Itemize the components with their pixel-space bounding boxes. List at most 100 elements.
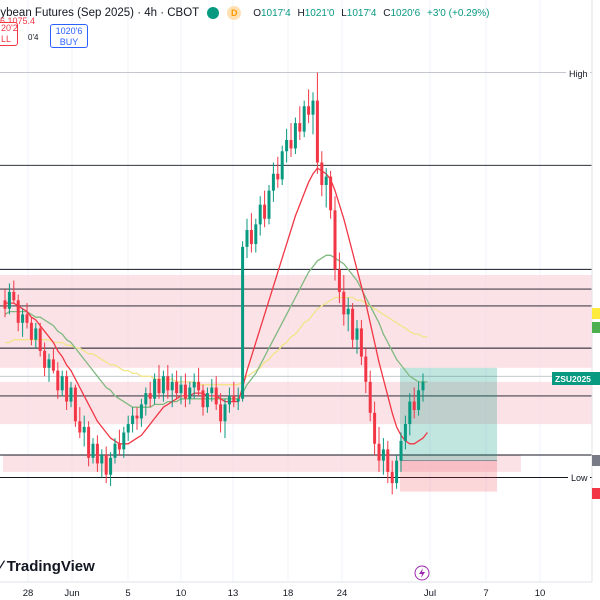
candle-25 — [113, 438, 117, 464]
candle-11 — [51, 348, 55, 374]
candle-92 — [408, 393, 412, 436]
sell-button[interactable]: 20'2 LL — [0, 22, 18, 46]
candle-35 — [157, 365, 161, 399]
candle-3 — [16, 294, 20, 332]
candle-71 — [315, 72, 319, 174]
candle-63 — [280, 145, 284, 185]
candle-43 — [192, 373, 196, 399]
candle-16 — [73, 384, 77, 427]
top-price: 6 1075.4 — [0, 16, 36, 26]
delayed-badge: D — [227, 6, 242, 20]
zones — [0, 275, 592, 472]
candle-17 — [78, 407, 82, 439]
candle-6 — [29, 317, 33, 346]
candle-87 — [386, 440, 390, 484]
candle-13 — [60, 370, 64, 396]
x-tick-3: 10 — [176, 588, 187, 599]
x-tick-9: 10 — [535, 588, 546, 599]
x-tick-8: 7 — [483, 588, 488, 599]
candle-66 — [293, 117, 297, 155]
x-tick-4: 13 — [228, 588, 239, 599]
x-tick-6: 24 — [337, 588, 348, 599]
candle-7 — [34, 322, 38, 349]
low-label: Low — [568, 471, 590, 484]
candle-76 — [337, 252, 341, 304]
candle-52 — [232, 381, 236, 408]
axis-badge-price — [592, 372, 600, 385]
position-profit-zone — [400, 367, 497, 461]
candle-41 — [183, 373, 187, 408]
candle-70 — [311, 92, 315, 135]
candle-48 — [214, 376, 218, 410]
candle-94 — [417, 381, 421, 416]
candle-23 — [104, 446, 108, 484]
candle-83 — [368, 370, 372, 422]
candle-27 — [122, 426, 126, 458]
candle-95 — [421, 373, 425, 402]
candle-30 — [135, 407, 139, 430]
candle-55 — [245, 218, 249, 259]
candle-26 — [117, 429, 121, 455]
candle-33 — [148, 381, 152, 408]
candle-22 — [100, 449, 104, 478]
buy-button[interactable]: 1020'6 BUY — [50, 24, 88, 48]
candle-86 — [381, 438, 385, 475]
symbol-title: oybean Futures (Sep 2025) · 4h · CBOT — [0, 7, 200, 19]
candle-32 — [144, 387, 148, 416]
logo-text: TradingView — [6, 558, 95, 575]
candle-67 — [298, 106, 302, 140]
candle-1 — [7, 283, 11, 315]
candle-69 — [307, 89, 311, 124]
candle-5 — [25, 303, 29, 329]
candle-51 — [227, 387, 231, 413]
candle-20 — [91, 438, 95, 464]
candle-64 — [285, 128, 289, 163]
candle-46 — [205, 387, 209, 413]
candles — [3, 72, 425, 495]
candle-72 — [320, 151, 324, 197]
candle-31 — [139, 398, 143, 427]
candle-77 — [342, 275, 346, 326]
spread-value: 0'4 — [28, 33, 39, 42]
candle-24 — [109, 452, 113, 486]
candle-81 — [359, 320, 363, 365]
axis-badge-red — [592, 488, 600, 499]
candle-14 — [65, 370, 69, 410]
tradingview-logo: ∕ TradingView — [0, 558, 95, 575]
axis-badge-yellow — [592, 308, 600, 319]
candle-10 — [47, 353, 51, 382]
x-tick-0: 28 — [23, 588, 34, 599]
candle-91 — [403, 415, 407, 450]
candle-68 — [302, 100, 306, 138]
candle-93 — [412, 387, 416, 419]
candle-82 — [364, 348, 368, 394]
flash-icon[interactable] — [414, 565, 430, 581]
candle-12 — [56, 362, 60, 399]
candle-54 — [241, 241, 245, 402]
candle-37 — [166, 365, 170, 399]
x-tick-5: 18 — [283, 588, 294, 599]
ohlc-values: O1017'4 H1021'0 L1017'4 C1020'6 +3'0 (+0… — [253, 7, 490, 19]
candle-50 — [223, 398, 227, 439]
zone-0 — [0, 275, 592, 368]
axis-badge-green — [592, 322, 600, 333]
svg-text:ZSU2025: ZSU2025 — [555, 374, 591, 384]
candle-40 — [179, 376, 183, 405]
candle-56 — [249, 213, 253, 253]
candle-85 — [377, 426, 381, 472]
buy-label: BUY — [59, 37, 79, 47]
long-position-tool[interactable] — [400, 367, 497, 492]
zone-1 — [0, 381, 592, 425]
candle-53 — [236, 387, 240, 410]
candle-89 — [395, 455, 399, 489]
candle-0 — [3, 289, 7, 318]
candle-73 — [324, 168, 328, 208]
candle-36 — [161, 370, 165, 402]
candle-8 — [38, 322, 42, 357]
candle-59 — [263, 190, 267, 228]
candle-34 — [153, 373, 157, 405]
symbol-header[interactable]: oybean Futures (Sep 2025) · 4h · CBOT D … — [0, 5, 494, 21]
candle-38 — [170, 373, 174, 408]
position-loss-zone — [400, 460, 497, 492]
